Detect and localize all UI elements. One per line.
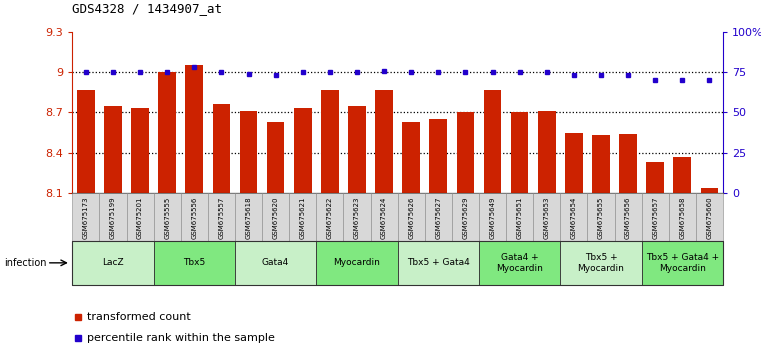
Bar xyxy=(696,193,723,241)
Bar xyxy=(72,241,154,285)
Bar xyxy=(235,193,262,241)
Bar xyxy=(104,106,122,193)
Bar xyxy=(235,241,317,285)
Bar xyxy=(397,193,425,241)
Bar xyxy=(479,193,506,241)
Bar xyxy=(262,193,289,241)
Bar xyxy=(479,241,560,285)
Bar xyxy=(560,241,642,285)
Bar xyxy=(375,90,393,193)
Bar xyxy=(321,90,339,193)
Text: GSM675626: GSM675626 xyxy=(408,197,414,239)
Bar xyxy=(429,119,447,193)
Text: GSM675555: GSM675555 xyxy=(164,197,170,239)
Bar xyxy=(587,193,615,241)
Bar xyxy=(397,241,479,285)
Text: GSM675199: GSM675199 xyxy=(110,197,116,239)
Bar xyxy=(425,193,452,241)
Bar xyxy=(619,134,637,193)
Text: GSM675651: GSM675651 xyxy=(517,197,523,239)
Bar xyxy=(240,111,257,193)
Text: Gata4 +
Myocardin: Gata4 + Myocardin xyxy=(496,253,543,273)
Text: GSM675556: GSM675556 xyxy=(191,197,197,239)
Bar xyxy=(371,193,398,241)
Bar xyxy=(294,108,311,193)
Bar xyxy=(646,162,664,193)
Text: infection: infection xyxy=(4,258,46,268)
Bar xyxy=(317,193,343,241)
Bar xyxy=(154,241,235,285)
Bar xyxy=(126,193,154,241)
Text: Tbx5 + Gata4 +
Myocardin: Tbx5 + Gata4 + Myocardin xyxy=(646,253,719,273)
Text: GSM675618: GSM675618 xyxy=(246,197,252,239)
Bar xyxy=(642,241,723,285)
Bar xyxy=(212,104,231,193)
Text: Tbx5: Tbx5 xyxy=(183,258,205,267)
Bar xyxy=(565,132,583,193)
Text: GSM675655: GSM675655 xyxy=(598,197,604,239)
Text: Tbx5 +
Myocardin: Tbx5 + Myocardin xyxy=(578,253,624,273)
Text: GSM675173: GSM675173 xyxy=(83,197,89,239)
Bar xyxy=(592,135,610,193)
Text: GSM675629: GSM675629 xyxy=(463,197,469,239)
Text: GSM675653: GSM675653 xyxy=(543,197,549,239)
Text: GSM675624: GSM675624 xyxy=(381,197,387,239)
Bar xyxy=(701,188,718,193)
Text: GSM675654: GSM675654 xyxy=(571,197,577,239)
Bar xyxy=(673,157,691,193)
Bar xyxy=(484,90,501,193)
Bar xyxy=(403,122,420,193)
Bar xyxy=(317,241,397,285)
Bar xyxy=(267,122,285,193)
Bar xyxy=(186,65,203,193)
Bar xyxy=(533,193,560,241)
Bar xyxy=(100,193,126,241)
Text: GSM675623: GSM675623 xyxy=(354,197,360,239)
Bar xyxy=(181,193,208,241)
Bar xyxy=(614,193,642,241)
Bar xyxy=(154,193,181,241)
Bar xyxy=(348,106,366,193)
Text: GSM675660: GSM675660 xyxy=(706,197,712,239)
Bar xyxy=(289,193,317,241)
Text: Myocardin: Myocardin xyxy=(333,258,380,267)
Bar xyxy=(669,193,696,241)
Bar xyxy=(72,193,100,241)
Text: transformed count: transformed count xyxy=(87,312,190,322)
Text: GDS4328 / 1434907_at: GDS4328 / 1434907_at xyxy=(72,2,222,15)
Text: GSM675658: GSM675658 xyxy=(680,197,686,239)
Text: LacZ: LacZ xyxy=(102,258,124,267)
Bar xyxy=(208,193,235,241)
Text: GSM675656: GSM675656 xyxy=(625,197,631,239)
Bar xyxy=(452,193,479,241)
Bar xyxy=(131,108,149,193)
Text: GSM675649: GSM675649 xyxy=(489,197,495,239)
Text: GSM675627: GSM675627 xyxy=(435,197,441,239)
Bar xyxy=(457,113,474,193)
Text: GSM675557: GSM675557 xyxy=(218,197,224,239)
Bar xyxy=(77,90,94,193)
Text: GSM675620: GSM675620 xyxy=(272,197,279,239)
Bar xyxy=(158,72,176,193)
Bar xyxy=(538,111,556,193)
Text: GSM675657: GSM675657 xyxy=(652,197,658,239)
Text: GSM675621: GSM675621 xyxy=(300,197,306,239)
Text: Gata4: Gata4 xyxy=(262,258,289,267)
Bar xyxy=(343,193,371,241)
Bar xyxy=(511,113,528,193)
Bar xyxy=(642,193,669,241)
Bar xyxy=(560,193,587,241)
Bar xyxy=(506,193,533,241)
Text: GSM675201: GSM675201 xyxy=(137,197,143,239)
Text: GSM675622: GSM675622 xyxy=(326,197,333,239)
Text: percentile rank within the sample: percentile rank within the sample xyxy=(87,333,275,343)
Text: Tbx5 + Gata4: Tbx5 + Gata4 xyxy=(407,258,470,267)
